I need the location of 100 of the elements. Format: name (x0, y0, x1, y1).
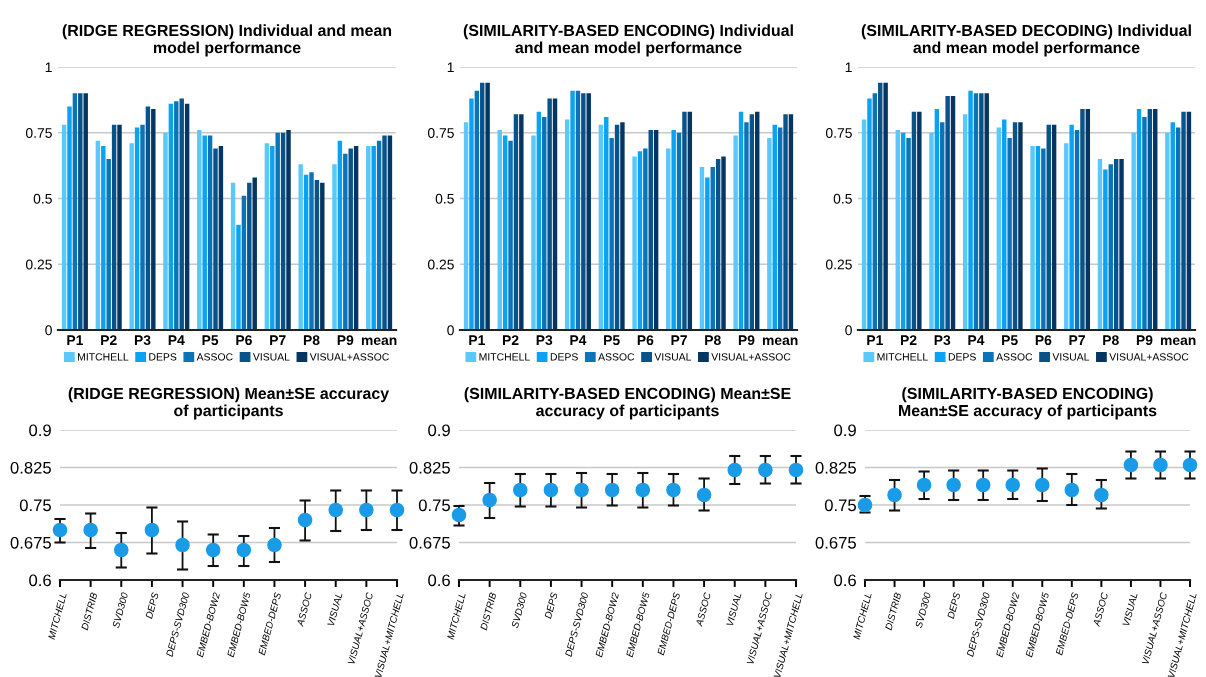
x-tick-label: SVD300 (915, 591, 931, 629)
bar (469, 98, 474, 330)
bar (1181, 111, 1186, 330)
point (205, 542, 221, 558)
point (1034, 477, 1050, 493)
bar (348, 148, 353, 330)
bar (303, 174, 309, 330)
bar (705, 177, 710, 330)
bar (552, 98, 558, 330)
bar (275, 132, 280, 330)
bar (1002, 119, 1007, 330)
point (946, 477, 961, 493)
bar (508, 140, 513, 330)
x-tick-label: P5 (604, 335, 620, 346)
bar (1085, 109, 1091, 330)
x-tick-label: P9 (337, 335, 354, 346)
bar (996, 127, 1002, 330)
bar (536, 111, 542, 330)
bar (1103, 169, 1108, 330)
bar (371, 145, 376, 330)
point (451, 507, 467, 523)
point (604, 482, 620, 498)
bar (1030, 145, 1035, 330)
bar (83, 93, 88, 330)
bar (184, 103, 190, 330)
bar (174, 101, 179, 330)
bar (940, 122, 945, 330)
point (1005, 477, 1021, 493)
bar (78, 93, 83, 330)
bar (1007, 138, 1012, 330)
bar (1108, 164, 1113, 330)
bar (973, 93, 979, 330)
chart-title: (SIMILARITY-BASED DECODING) Individual and mean model performance (861, 24, 1191, 57)
x-tick-label: P6 (1035, 335, 1052, 346)
point (1182, 457, 1198, 473)
legend-label: VISUAL+ASSOC (711, 353, 791, 361)
bar (280, 132, 286, 330)
bar (218, 145, 224, 330)
x-tick-label: P2 (900, 335, 917, 345)
legend-label: VISUAL (252, 353, 290, 361)
bar (1018, 122, 1023, 330)
bar (1147, 109, 1153, 330)
x-tick-label: DISTRIB (884, 592, 902, 631)
bar (575, 90, 581, 330)
y-tick-label: 0.75 (427, 128, 454, 138)
x-tick-label: SVD300 (112, 591, 129, 629)
y-tick-label: 0.9 (29, 424, 51, 437)
chart-title: (SIMILARITY-BASED ENCODING) Mean±SE accuracy of participants (464, 387, 791, 420)
point (113, 542, 129, 558)
point (574, 482, 589, 498)
bar (911, 111, 917, 330)
point (236, 542, 252, 558)
bar (72, 93, 78, 330)
x-tick-label: P4 (570, 335, 587, 345)
x-tick-label: DEPS (544, 591, 558, 619)
bar (353, 145, 359, 330)
bar (151, 109, 156, 330)
legend-label: MITCHELL (78, 353, 129, 361)
bar (140, 124, 145, 330)
bar (332, 164, 337, 330)
bar (463, 122, 469, 330)
x-tick-label: DISTRIB (480, 592, 497, 631)
x-tick-label: P7 (270, 335, 286, 345)
bar (1064, 143, 1069, 330)
bar (213, 148, 218, 330)
bar (900, 132, 906, 330)
bar (744, 122, 749, 330)
bar (542, 116, 547, 330)
y-tick-label: 0.5 (33, 193, 52, 204)
point (359, 502, 374, 518)
y-tick-label: 0.75 (824, 499, 856, 512)
bar (1080, 109, 1085, 330)
bar (979, 93, 984, 330)
point (975, 477, 991, 493)
bar (343, 153, 348, 330)
point (1153, 457, 1168, 473)
point (1064, 482, 1080, 498)
y-tick-label: 0.6 (834, 574, 856, 587)
bar (382, 135, 387, 330)
x-tick-label: SVD300 (511, 591, 528, 629)
bar (366, 145, 371, 330)
bar (519, 114, 524, 330)
bar (878, 82, 883, 330)
chart-title: (SIMILARITY-BASED ENCODING) Mean±SE accuracy of participants (899, 387, 1157, 420)
bar (1136, 109, 1142, 330)
legend-label: DEPS (149, 353, 177, 361)
bar (134, 127, 140, 330)
bar (168, 103, 174, 330)
y-tick-label: 0.825 (10, 461, 51, 474)
chart-title: (SIMILARITY-BASED ENCODING) Individual and mean model performance (463, 24, 793, 57)
x-tick-label: P7 (671, 335, 687, 345)
x-tick-label: P5 (1002, 335, 1018, 346)
y-tick-label: 0.6 (428, 574, 450, 587)
bar (1175, 127, 1181, 330)
point (267, 537, 282, 553)
point (83, 522, 98, 538)
bar (895, 130, 900, 330)
bar (945, 95, 950, 330)
x-tick-label: P9 (1136, 335, 1153, 346)
y-tick-label: 0.675 (815, 536, 856, 549)
